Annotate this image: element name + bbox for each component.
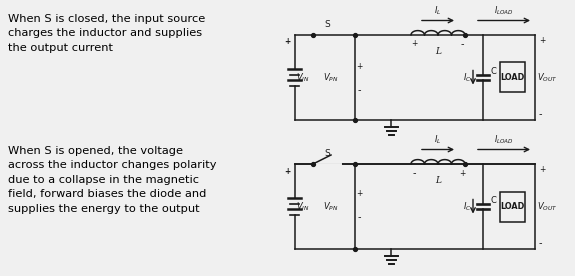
Text: $V_{IN}$: $V_{IN}$	[296, 200, 309, 213]
Text: S: S	[324, 20, 330, 30]
Text: -: -	[357, 86, 361, 95]
Text: $V_{PN}$: $V_{PN}$	[323, 71, 339, 84]
Text: -: -	[539, 238, 542, 248]
Text: S: S	[324, 150, 330, 158]
Text: +: +	[284, 38, 290, 46]
Text: $I_C$: $I_C$	[463, 71, 472, 84]
Text: $V_{OUT}$: $V_{OUT}$	[537, 200, 558, 213]
Text: -: -	[460, 39, 464, 49]
Text: L: L	[435, 47, 441, 56]
Text: $V_{PN}$: $V_{PN}$	[323, 200, 339, 213]
Text: +: +	[411, 39, 417, 49]
Text: +: +	[284, 166, 290, 176]
Text: $I_C$: $I_C$	[463, 200, 472, 213]
Text: LOAD: LOAD	[500, 202, 524, 211]
Text: +: +	[459, 169, 465, 177]
Text: $I_{LOAD}$: $I_{LOAD}$	[494, 134, 514, 146]
Text: When S is closed, the input source: When S is closed, the input source	[8, 14, 205, 24]
Text: C: C	[490, 67, 496, 76]
Text: -: -	[412, 168, 416, 178]
Text: field, forward biases the diode and: field, forward biases the diode and	[8, 190, 206, 200]
Bar	[500, 192, 524, 222]
Bar	[500, 62, 524, 92]
Text: -: -	[539, 109, 542, 119]
Text: +: +	[539, 36, 545, 46]
Text: due to a collapse in the magnetic: due to a collapse in the magnetic	[8, 175, 199, 185]
Text: $I_L$: $I_L$	[434, 4, 442, 17]
Text: across the inductor changes polarity: across the inductor changes polarity	[8, 161, 217, 171]
Text: charges the inductor and supplies: charges the inductor and supplies	[8, 28, 202, 38]
Text: the output current: the output current	[8, 43, 113, 53]
Text: C: C	[490, 196, 496, 205]
Text: $V_{OUT}$: $V_{OUT}$	[537, 71, 558, 84]
Text: LOAD: LOAD	[500, 73, 524, 82]
Text: -: -	[357, 213, 361, 222]
Text: +: +	[356, 62, 362, 71]
Text: +: +	[356, 189, 362, 198]
Text: $I_L$: $I_L$	[434, 134, 442, 146]
Text: L: L	[435, 176, 441, 185]
Text: When S is opened, the voltage: When S is opened, the voltage	[8, 146, 183, 156]
Text: $I_{LOAD}$: $I_{LOAD}$	[494, 4, 514, 17]
Text: $V_{IN}$: $V_{IN}$	[296, 71, 309, 84]
Text: +: +	[539, 166, 545, 174]
Text: supplies the energy to the output: supplies the energy to the output	[8, 204, 200, 214]
